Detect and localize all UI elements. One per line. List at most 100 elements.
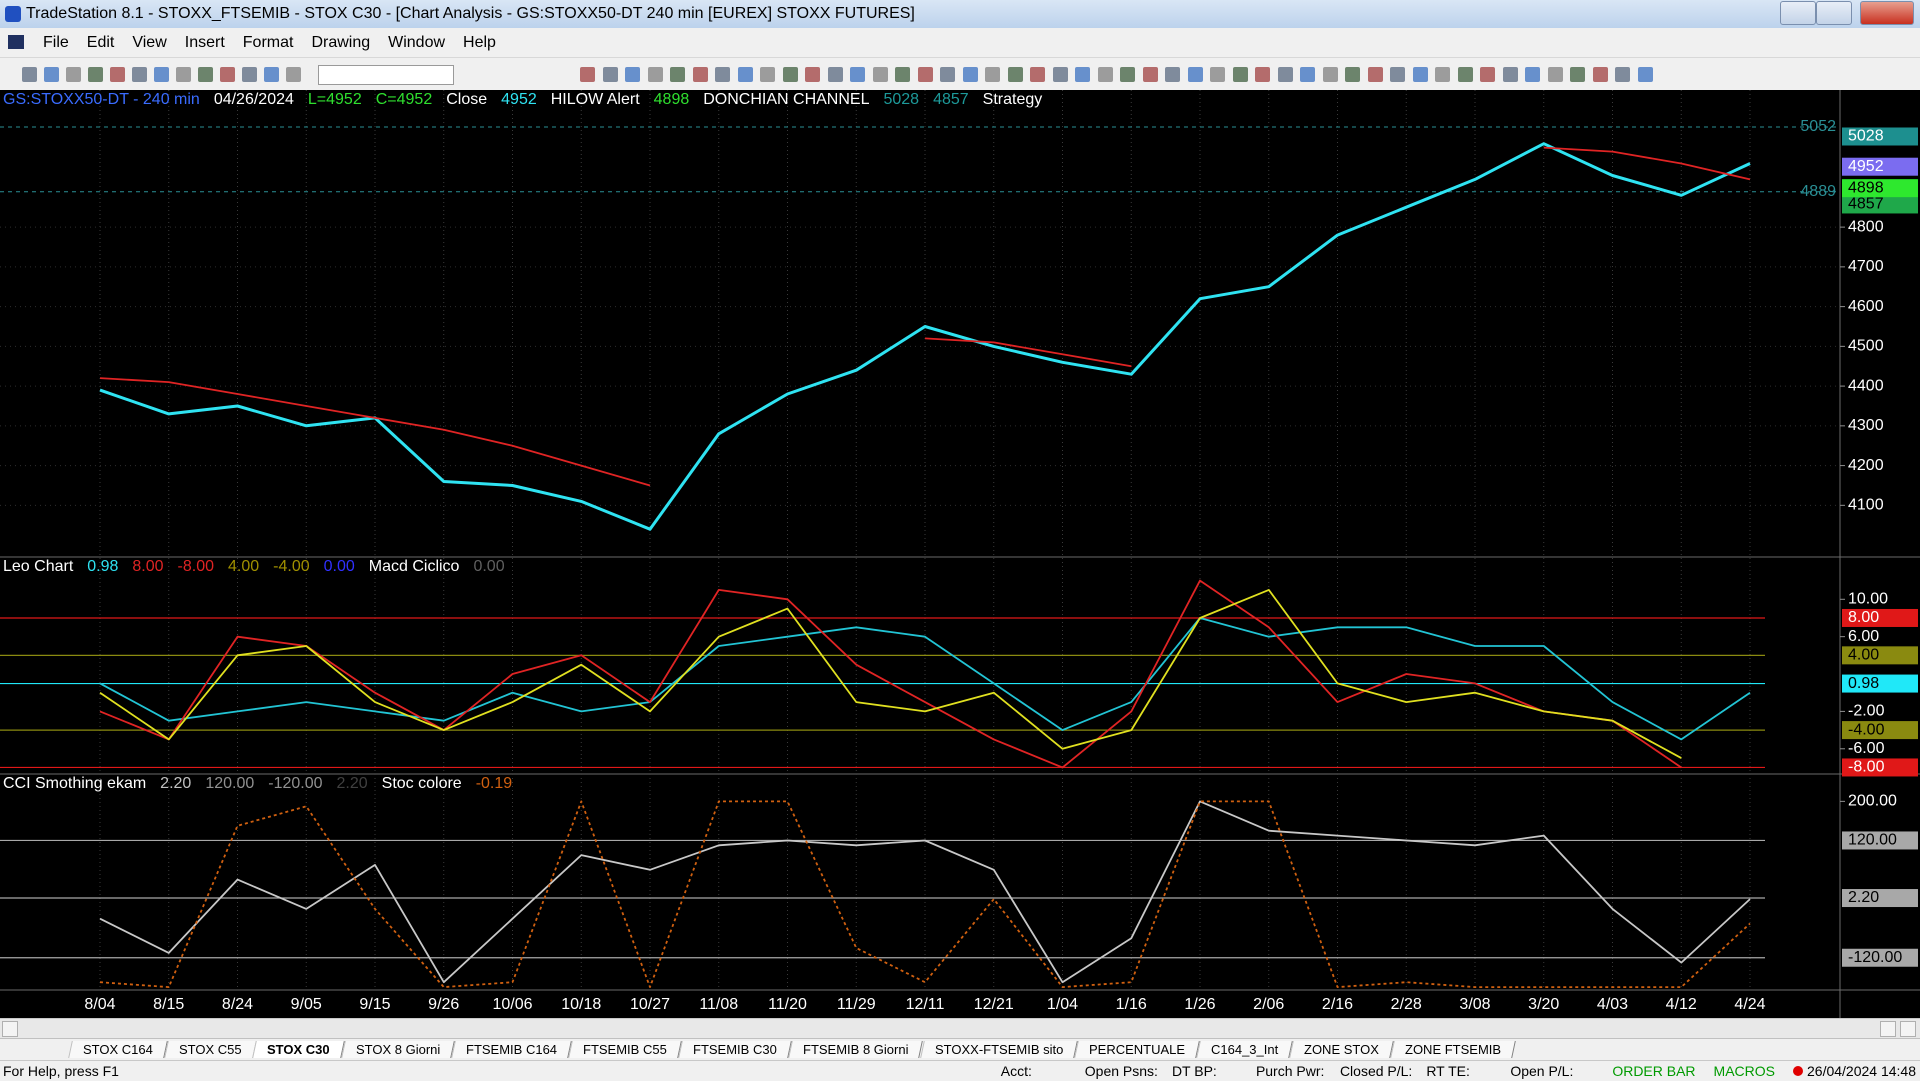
toolbar-button[interactable] xyxy=(1615,67,1630,82)
toolbar-button[interactable] xyxy=(602,67,618,82)
toolbar-button[interactable] xyxy=(88,67,103,82)
toolbar-button[interactable] xyxy=(1300,67,1315,82)
toolbar-button[interactable] xyxy=(176,67,191,82)
minimize-button[interactable] xyxy=(1780,1,1816,25)
toolbar-button[interactable] xyxy=(782,67,798,82)
toolbar-button[interactable] xyxy=(850,67,865,82)
toolbar-button[interactable] xyxy=(66,67,81,82)
tab[interactable]: FTSEMIB C55 xyxy=(568,1041,683,1058)
scroll-left[interactable] xyxy=(2,1021,18,1037)
menu-item[interactable]: Drawing xyxy=(311,33,371,51)
toolbar-button[interactable] xyxy=(22,67,37,82)
tab[interactable]: STOX C55 xyxy=(164,1041,257,1058)
toolbar-button[interactable] xyxy=(692,67,708,82)
tab[interactable]: STOX 8 Giorni xyxy=(341,1041,456,1058)
tab[interactable]: STOX C30 xyxy=(252,1041,345,1058)
tab[interactable]: FTSEMIB C164 xyxy=(451,1041,573,1058)
y-tick-label: -6.00 xyxy=(1848,740,1885,757)
y-tick-label: 200.00 xyxy=(1848,793,1897,810)
toolbar-button[interactable] xyxy=(1052,67,1068,82)
toolbar-button[interactable] xyxy=(1547,67,1563,82)
tab[interactable]: FTSEMIB 8 Giorni xyxy=(788,1041,924,1058)
toolbar-button[interactable] xyxy=(580,67,595,82)
toolbar-button[interactable] xyxy=(1570,67,1585,82)
toolbar-button[interactable] xyxy=(1435,67,1450,82)
toolbar-button[interactable] xyxy=(110,67,125,82)
tab[interactable]: ZONE STOX xyxy=(1289,1041,1394,1058)
toolbar-button[interactable] xyxy=(715,67,730,82)
toolbar-button[interactable] xyxy=(242,67,257,82)
toolbar-button[interactable] xyxy=(827,67,843,82)
toolbar-button[interactable] xyxy=(805,67,820,82)
toolbar-button[interactable] xyxy=(1457,67,1473,82)
toolbar-button[interactable] xyxy=(1592,67,1608,82)
toolbar-button[interactable] xyxy=(1075,67,1090,82)
toolbar-button[interactable] xyxy=(1030,67,1045,82)
symbol-combo[interactable] xyxy=(318,65,454,85)
scroll-thumb[interactable] xyxy=(1880,1021,1896,1037)
toolbar-button[interactable] xyxy=(1480,67,1495,82)
tab[interactable]: C164_3_Int xyxy=(1196,1041,1293,1058)
tab[interactable]: ZONE FTSEMIB xyxy=(1390,1041,1516,1058)
toolbar-button[interactable] xyxy=(1120,67,1135,82)
toolbar-button[interactable] xyxy=(940,67,955,82)
toolbar-button[interactable] xyxy=(625,67,640,82)
toolbar-button[interactable] xyxy=(1367,67,1383,82)
menu-item[interactable]: Format xyxy=(242,33,294,51)
toolbar-button[interactable] xyxy=(1345,67,1360,82)
scroll-right[interactable] xyxy=(1900,1021,1916,1037)
maximize-button[interactable] xyxy=(1816,1,1852,25)
toolbar-button[interactable] xyxy=(1277,67,1293,82)
tab[interactable]: STOXX-FTSEMIB sito xyxy=(919,1041,1078,1058)
tab[interactable]: STOX C164 xyxy=(68,1041,168,1058)
menu-item[interactable]: File xyxy=(43,33,69,51)
menu-item[interactable]: View xyxy=(132,33,167,51)
toolbar-button[interactable] xyxy=(917,67,933,82)
toolbar-button[interactable] xyxy=(1187,67,1203,82)
toolbar-button[interactable] xyxy=(962,67,978,82)
toolbar-button[interactable] xyxy=(132,67,147,82)
price-marker-label: 5028 xyxy=(1848,128,1884,145)
toolbar-button[interactable] xyxy=(44,67,59,82)
toolbar-button[interactable] xyxy=(220,67,235,82)
price-marker-label: 5052 xyxy=(1800,118,1836,135)
toolbar-button[interactable] xyxy=(1210,67,1225,82)
toolbar-button[interactable] xyxy=(1232,67,1248,82)
toolbar-button[interactable] xyxy=(737,67,753,82)
toolbar-button[interactable] xyxy=(1142,67,1158,82)
toolbar-button[interactable] xyxy=(872,67,888,82)
toolbar-button[interactable] xyxy=(1097,67,1113,82)
chart-background xyxy=(0,90,1920,1018)
status-field: Open P/L: xyxy=(1510,1063,1574,1079)
toolbar-button[interactable] xyxy=(198,67,213,82)
toolbar-button[interactable] xyxy=(760,67,775,82)
macros[interactable]: MACROS xyxy=(1713,1063,1775,1079)
toolbar-button[interactable] xyxy=(264,67,279,82)
toolbar-button[interactable] xyxy=(1255,67,1270,82)
toolbar-button[interactable] xyxy=(1412,67,1428,82)
y-tick-label: 4100 xyxy=(1848,497,1884,514)
toolbar-button[interactable] xyxy=(1007,67,1023,82)
toolbar-button[interactable] xyxy=(670,67,685,82)
menu-item[interactable]: Window xyxy=(388,33,446,51)
toolbar-button[interactable] xyxy=(895,67,910,82)
toolbar-button[interactable] xyxy=(154,67,169,82)
close-button[interactable] xyxy=(1860,1,1914,25)
toolbar-button[interactable] xyxy=(1502,67,1518,82)
toolbar-button[interactable] xyxy=(1165,67,1180,82)
toolbar-button[interactable] xyxy=(985,67,1000,82)
header-item: L=4952 xyxy=(308,91,362,108)
order-bar[interactable]: ORDER BAR xyxy=(1612,1063,1696,1079)
toolbar-button[interactable] xyxy=(647,67,663,82)
toolbar-button[interactable] xyxy=(1525,67,1540,82)
toolbar-button[interactable] xyxy=(1390,67,1405,82)
tab[interactable]: PERCENTUALE xyxy=(1074,1041,1200,1058)
menu-item[interactable]: Insert xyxy=(184,33,225,51)
toolbar-button[interactable] xyxy=(1637,67,1653,82)
toolbar-button[interactable] xyxy=(1322,67,1338,82)
tab[interactable]: FTSEMIB C30 xyxy=(678,1041,792,1058)
menu-item[interactable]: Edit xyxy=(86,33,115,51)
toolbar-button[interactable] xyxy=(286,67,301,82)
menu-item[interactable]: Help xyxy=(463,33,496,51)
